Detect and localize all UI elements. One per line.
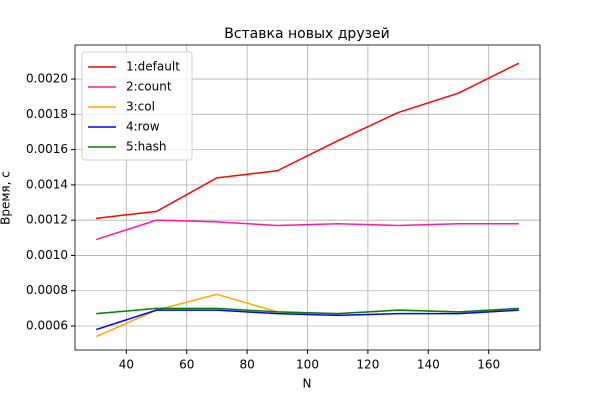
y-tick-label: 0.0016 xyxy=(26,142,68,156)
y-tick-label: 0.0014 xyxy=(26,177,68,191)
x-tick-label: 60 xyxy=(179,358,194,372)
x-tick-label: 80 xyxy=(239,358,254,372)
x-tick-label: 40 xyxy=(119,358,134,372)
chart-title: Вставка новых друзей xyxy=(224,26,390,42)
y-tick-label: 0.0012 xyxy=(26,213,68,227)
x-tick-label: 160 xyxy=(477,358,500,372)
y-tick-label: 0.0010 xyxy=(26,248,68,262)
y-tick-label: 0.0018 xyxy=(26,107,68,121)
legend-label: 4:row xyxy=(126,120,160,134)
y-tick-label: 0.0020 xyxy=(26,72,68,86)
series-line xyxy=(96,307,519,315)
series-line xyxy=(95,219,519,241)
legend-box xyxy=(81,51,193,161)
legend-label: 5:hash xyxy=(126,140,167,154)
x-tick-label: 140 xyxy=(417,358,440,372)
plot-frame xyxy=(74,44,541,351)
x-tick-label: 100 xyxy=(296,358,319,372)
x-axis-label: N xyxy=(303,377,312,391)
legend-label: 3:col xyxy=(126,100,155,114)
y-tick-label: 0.0006 xyxy=(26,319,68,333)
x-tick-label: 120 xyxy=(356,358,379,372)
legend-label: 2:count xyxy=(126,80,172,94)
y-axis-label: Время, с xyxy=(0,171,13,225)
y-tick-label: 0.0008 xyxy=(26,283,68,297)
series-line xyxy=(95,309,519,331)
series-line xyxy=(96,62,520,220)
legend-label: 1:default xyxy=(126,60,180,74)
